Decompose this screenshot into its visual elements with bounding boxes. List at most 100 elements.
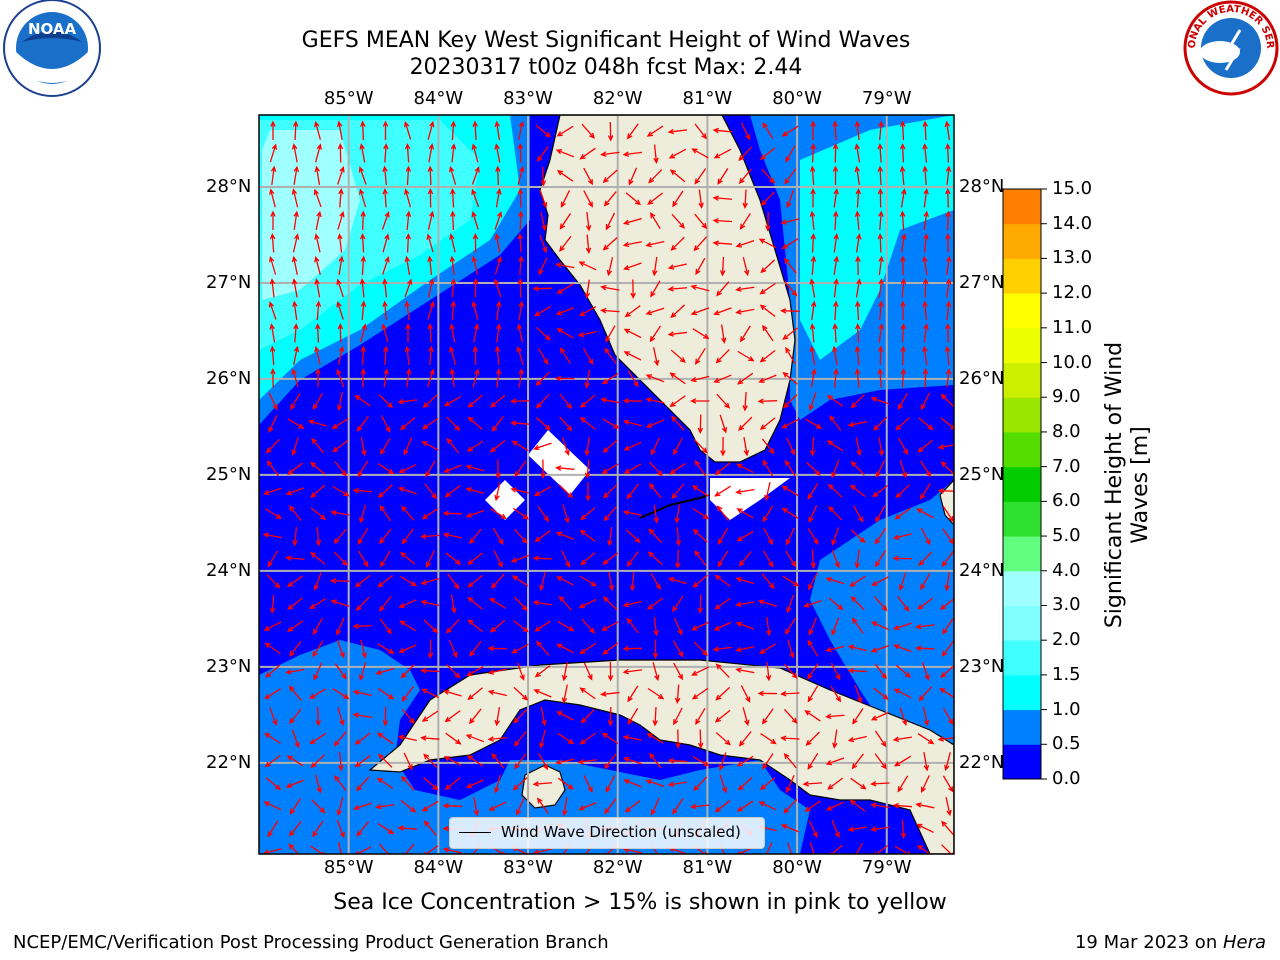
wind-wave-arrow — [379, 437, 391, 455]
wind-wave-arrow — [405, 233, 411, 253]
wind-wave-arrow — [314, 165, 321, 185]
wind-wave-arrow — [742, 189, 748, 209]
wind-wave-arrow — [423, 820, 437, 836]
wind-wave-arrow — [264, 688, 281, 700]
wind-wave-arrow — [698, 189, 704, 209]
wind-wave-arrow — [532, 600, 552, 606]
wind-wave-arrow — [420, 735, 440, 741]
wind-wave-arrow — [808, 572, 818, 591]
wind-wave-arrow — [692, 755, 710, 767]
wind-wave-arrow — [337, 143, 344, 163]
wind-wave-arrow — [404, 255, 411, 275]
wind-wave-arrow — [832, 143, 839, 163]
wind-wave-arrow — [605, 325, 616, 343]
wind-wave-arrow — [945, 255, 952, 276]
colorbar-tick-label: 11.0 — [1052, 316, 1093, 338]
wind-wave-arrow — [512, 777, 528, 791]
wind-wave-arrow — [833, 233, 839, 253]
wind-wave-arrow — [809, 345, 816, 365]
wind-wave-arrow — [693, 236, 708, 252]
wind-wave-arrow — [535, 417, 551, 431]
wind-wave-arrow — [922, 278, 929, 298]
wind-wave-arrow — [514, 528, 528, 544]
wind-wave-arrow — [516, 797, 525, 816]
wind-wave-arrow — [782, 371, 798, 385]
wind-wave-arrow — [870, 826, 890, 832]
colorbar-label: Significant Height of Wind Waves [m] — [1102, 341, 1153, 629]
wind-wave-arrow — [810, 549, 817, 569]
wind-wave-arrow — [532, 555, 553, 562]
wind-wave-arrow — [875, 460, 886, 478]
wind-wave-arrow — [537, 505, 550, 523]
wind-wave-arrow — [556, 711, 574, 721]
wind-wave-arrow — [717, 527, 729, 546]
wind-wave-arrow — [719, 256, 726, 277]
wind-wave-arrow — [382, 188, 388, 208]
wind-wave-arrow — [740, 122, 751, 141]
wind-wave-arrow — [853, 842, 863, 854]
wind-wave-arrow — [291, 143, 298, 163]
lon-label-bottom: 81°W — [682, 857, 733, 878]
wind-wave-arrow — [941, 820, 954, 836]
wind-wave-arrow — [397, 825, 418, 831]
wind-wave-arrow — [330, 599, 350, 607]
wind-wave-arrow — [830, 662, 841, 681]
wind-wave-arrow — [808, 617, 818, 636]
wind-wave-arrow — [333, 551, 348, 567]
wind-wave-arrow — [264, 642, 281, 655]
wind-wave-arrow — [580, 575, 597, 587]
wind-wave-arrow — [352, 487, 373, 494]
wind-wave-arrow — [353, 802, 372, 811]
wind-wave-arrow — [671, 213, 685, 229]
wind-wave-arrow — [714, 597, 731, 610]
wind-wave-arrow — [383, 368, 389, 388]
wind-wave-arrow — [336, 392, 343, 412]
wind-wave-arrow — [534, 620, 551, 632]
wind-wave-arrow — [645, 374, 665, 383]
wind-wave-arrow — [847, 826, 867, 832]
wind-wave-arrow — [291, 188, 299, 208]
wind-wave-arrow — [514, 460, 527, 478]
wind-wave-arrow — [759, 643, 777, 654]
wind-wave-arrow — [516, 345, 524, 365]
wind-wave-arrow — [337, 233, 343, 253]
wind-wave-arrow — [555, 465, 575, 471]
wind-wave-arrow — [832, 120, 838, 141]
lon-label-bottom: 79°W — [861, 857, 912, 878]
wind-wave-arrow — [315, 368, 321, 388]
wind-wave-arrow — [785, 145, 796, 163]
wind-wave-arrow — [757, 690, 778, 697]
wind-wave-arrow — [624, 799, 641, 813]
wind-wave-arrow — [855, 323, 861, 343]
wind-wave-arrow — [490, 573, 505, 589]
wind-wave-arrow — [673, 707, 683, 726]
wind-wave-arrow — [626, 617, 640, 634]
wind-wave-arrow — [263, 487, 282, 496]
wind-wave-arrow — [518, 300, 524, 320]
wind-wave-arrow — [379, 504, 392, 522]
wind-wave-arrow — [562, 797, 568, 817]
wind-wave-arrow — [847, 735, 867, 743]
wind-wave-arrow — [918, 417, 934, 431]
wind-wave-arrow — [337, 210, 345, 230]
lat-label-right: 28°N — [959, 175, 1005, 197]
wind-wave-arrow — [802, 781, 823, 787]
wind-wave-arrow — [561, 684, 568, 704]
wind-wave-arrow — [691, 485, 709, 497]
wind-wave-arrow — [309, 733, 326, 745]
wind-wave-arrow — [602, 169, 618, 183]
wind-wave-arrow — [538, 257, 548, 276]
wind-wave-arrow — [808, 504, 818, 524]
wind-wave-arrow — [580, 552, 596, 566]
wind-wave-arrow — [382, 233, 390, 253]
wind-wave-arrow — [309, 461, 326, 475]
wind-wave-arrow — [473, 797, 480, 817]
wind-wave-arrow — [693, 776, 708, 792]
wind-wave-arrow — [579, 732, 596, 745]
wind-wave-arrow — [490, 508, 507, 520]
wind-wave-arrow — [382, 300, 388, 321]
wind-wave-arrow — [941, 640, 954, 657]
wind-wave-arrow — [264, 732, 281, 744]
wind-wave-arrow — [355, 596, 370, 612]
wind-wave-arrow — [380, 550, 391, 568]
